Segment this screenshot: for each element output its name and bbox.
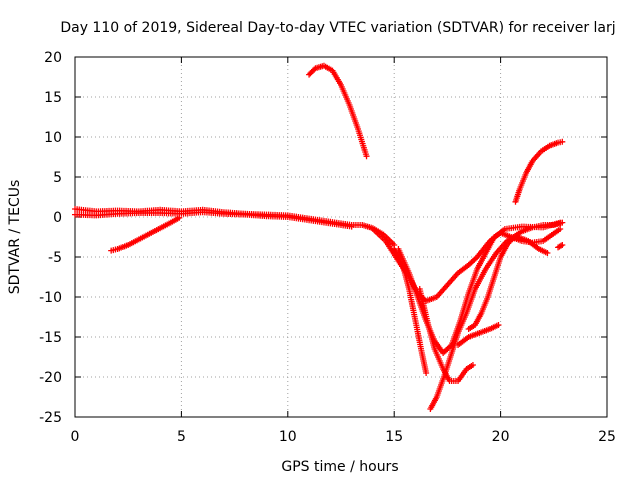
y-tick-label: 10 bbox=[44, 130, 62, 146]
y-tick-labels: 20 15 10 5 0 -5 -10 -15 -20 -25 bbox=[39, 50, 62, 426]
y-tick-label: -25 bbox=[39, 410, 62, 426]
series-main-band-lower bbox=[72, 209, 355, 230]
y-tick-label: 0 bbox=[53, 210, 62, 226]
y-tick-label: -15 bbox=[39, 330, 62, 346]
x-tick-label: 15 bbox=[385, 429, 403, 445]
chart-title: Day 110 of 2019, Sidereal Day-to-day VTE… bbox=[60, 20, 615, 36]
x-tick-label: 25 bbox=[598, 429, 616, 445]
y-tick-label: -20 bbox=[39, 370, 62, 386]
data-marks bbox=[72, 62, 566, 412]
x-tick-label: 0 bbox=[71, 429, 80, 445]
data-point bbox=[559, 242, 566, 248]
series-late-rise bbox=[512, 138, 566, 205]
series-tail bbox=[555, 242, 566, 251]
data-point bbox=[559, 219, 566, 226]
x-axis-label: GPS time / hours bbox=[281, 459, 398, 475]
data-point bbox=[423, 370, 430, 376]
series-rising-segment bbox=[108, 214, 183, 254]
grid bbox=[75, 57, 607, 417]
data-point bbox=[559, 138, 566, 145]
data-point bbox=[348, 223, 355, 230]
series-drop-g bbox=[455, 322, 502, 348]
x-tick-labels: 0 5 10 15 20 25 bbox=[71, 429, 616, 445]
y-tick-label: -10 bbox=[39, 290, 62, 306]
plot-frame bbox=[74, 56, 608, 418]
y-tick-label: 15 bbox=[44, 90, 62, 106]
data-point bbox=[495, 322, 502, 328]
y-axis-label: SDTVAR / TECUs bbox=[7, 180, 23, 295]
data-point bbox=[363, 153, 370, 160]
series-drop-e bbox=[427, 234, 551, 412]
data-point bbox=[557, 226, 564, 232]
data-point bbox=[544, 250, 551, 256]
series-drop-f bbox=[465, 219, 566, 332]
x-tick-label: 10 bbox=[279, 429, 297, 445]
x-tick-label: 5 bbox=[177, 429, 186, 445]
series-arc-top bbox=[306, 62, 370, 160]
y-tick-label: 5 bbox=[53, 170, 62, 186]
x-tick-label: 20 bbox=[492, 429, 510, 445]
y-tick-label: -5 bbox=[48, 250, 62, 266]
series-drop-d bbox=[416, 286, 476, 384]
data-point bbox=[469, 362, 476, 368]
data-point bbox=[176, 214, 183, 221]
y-tick-label: 20 bbox=[44, 50, 62, 66]
axis-ticks bbox=[74, 56, 608, 418]
